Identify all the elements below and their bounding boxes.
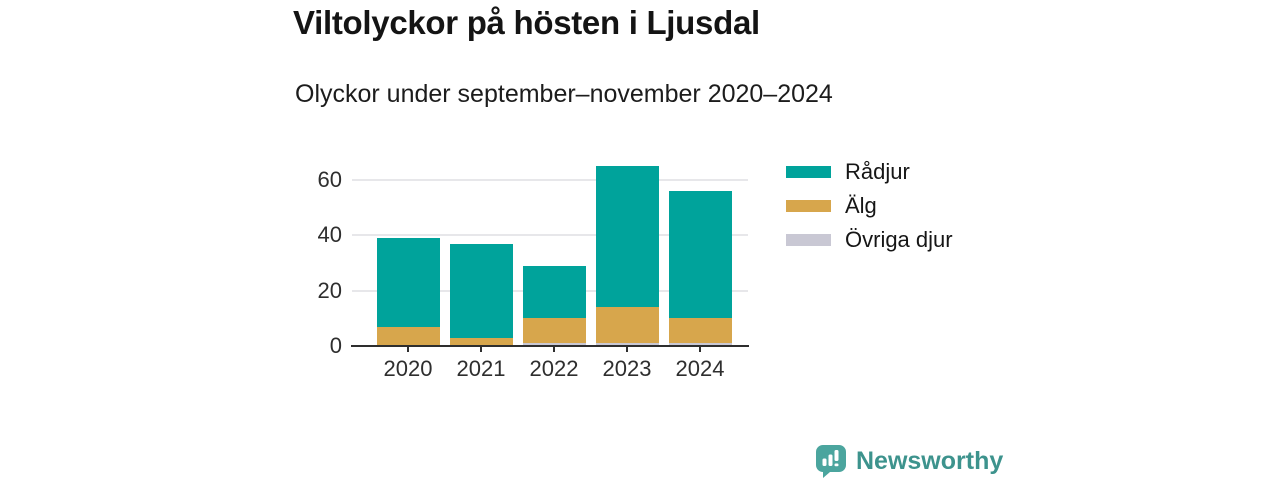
bar-segment-2024-rådjur [668, 191, 732, 319]
bar-segment-2020-älg [376, 326, 440, 346]
x-axis-tick-label: 2024 [675, 356, 725, 381]
legend-label: Älg [845, 193, 877, 218]
bar-segment-2024-älg [668, 318, 732, 344]
y-axis-tick-label: 20 [317, 277, 342, 303]
bar-segment-2021-rådjur [449, 243, 513, 338]
legend-label: Rådjur [845, 159, 910, 184]
y-axis-tick-label: 40 [317, 222, 342, 248]
newsworthy-logo-icon [816, 445, 846, 478]
x-axis-tick-label: 2022 [529, 356, 579, 381]
y-axis-tick-label: 60 [317, 166, 342, 192]
x-axis-tick-2024 [699, 346, 701, 352]
chart-title: Viltolyckor på hösten i Ljusdal [293, 4, 760, 41]
gridline-y60 [352, 178, 748, 181]
legend-swatch-radjur [786, 166, 831, 178]
bar-segment-2022-rådjur [522, 265, 586, 319]
bar-segment-2022-övriga-djur [522, 343, 586, 346]
bar-segment-2023-älg [595, 307, 659, 344]
x-axis-tick-label: 2020 [383, 356, 433, 381]
x-axis-tick-2022 [553, 346, 555, 352]
y-axis-tick-label: 0 [329, 333, 342, 358]
x-axis-tick-2023 [626, 346, 628, 352]
bar-segment-2023-övriga-djur [595, 343, 659, 346]
legend-item-ovriga-djur: Övriga djur [786, 227, 953, 252]
chart-subtitle: Olyckor under september–november 2020–20… [295, 80, 833, 108]
x-axis-tick-label: 2023 [602, 356, 652, 381]
bar-segment-2022-älg [522, 318, 586, 344]
legend-swatch-alg [786, 200, 831, 212]
legend-label: Övriga djur [845, 227, 953, 252]
legend-item-radjur: Rådjur [786, 159, 910, 184]
bar-segment-2023-rådjur [595, 166, 659, 308]
gridline-y40 [352, 234, 748, 237]
bar-segment-2020-rådjur [376, 238, 440, 327]
bar-segment-2021-älg [449, 337, 513, 346]
x-axis-line [351, 345, 749, 347]
brand-name: Newsworthy [856, 446, 1004, 475]
x-axis-tick-2021 [480, 346, 482, 352]
bar-segment-2024-övriga-djur [668, 343, 732, 346]
legend-item-alg: Älg [786, 193, 877, 218]
x-axis-tick-label: 2021 [456, 356, 506, 381]
legend-swatch-ovriga-djur [786, 234, 831, 246]
newsworthy-brand: Newsworthy [815, 444, 1003, 478]
x-axis-tick-2020 [407, 346, 409, 352]
